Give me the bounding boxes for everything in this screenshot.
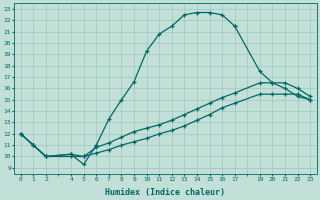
X-axis label: Humidex (Indice chaleur): Humidex (Indice chaleur): [106, 188, 226, 197]
